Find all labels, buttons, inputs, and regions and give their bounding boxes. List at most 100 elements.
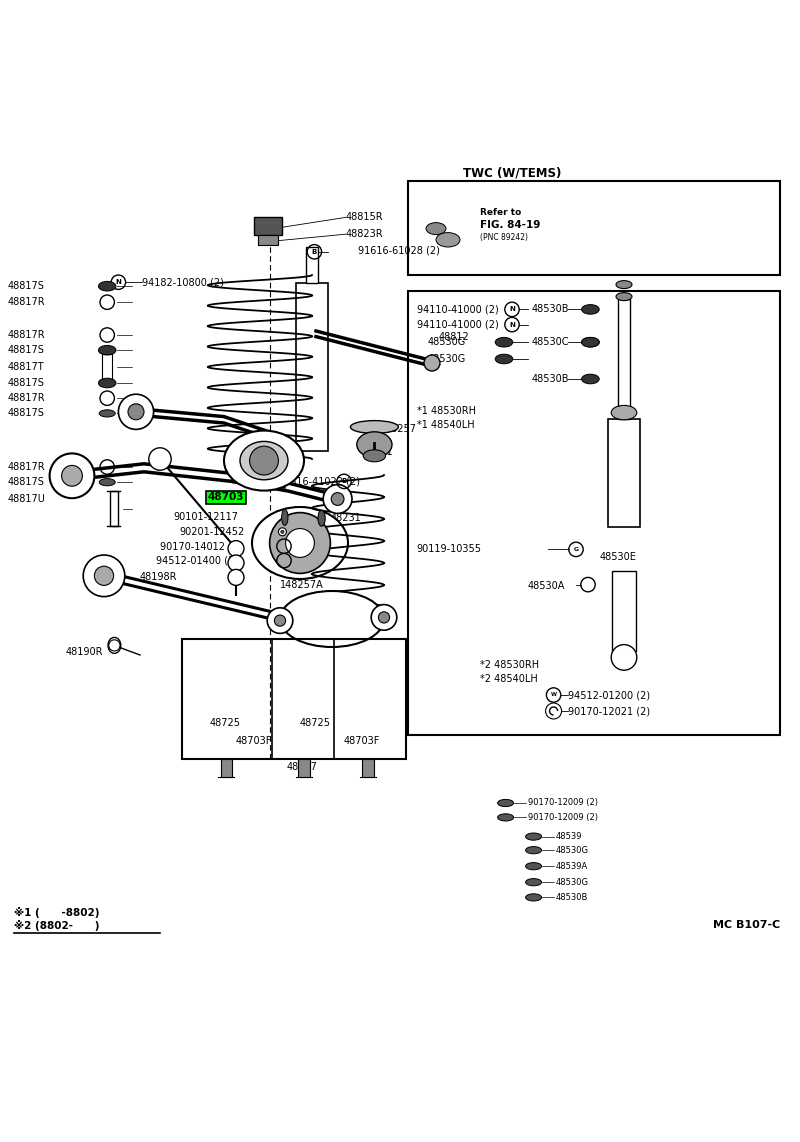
Ellipse shape	[108, 637, 121, 653]
Ellipse shape	[582, 375, 599, 384]
Circle shape	[250, 447, 278, 475]
Text: 48707: 48707	[286, 762, 318, 772]
Text: 90170-12021 (2): 90170-12021 (2)	[568, 706, 650, 716]
Text: 48817R: 48817R	[8, 297, 46, 307]
Ellipse shape	[495, 337, 513, 347]
Text: N: N	[509, 306, 515, 313]
Text: G: G	[574, 547, 578, 552]
Text: MC B107-C: MC B107-C	[713, 920, 780, 931]
Circle shape	[611, 644, 637, 670]
Text: 90170-12009 (2): 90170-12009 (2)	[528, 798, 598, 807]
Bar	[254, 217, 282, 235]
Text: 48703: 48703	[208, 492, 245, 502]
Text: 48530A: 48530A	[528, 581, 566, 592]
Text: 90170-14012 (2): 90170-14012 (2)	[160, 541, 242, 552]
Text: 48231: 48231	[330, 513, 361, 523]
Text: 48530B: 48530B	[556, 893, 588, 902]
Ellipse shape	[616, 281, 632, 289]
Ellipse shape	[99, 410, 115, 417]
Ellipse shape	[282, 509, 288, 525]
Ellipse shape	[611, 405, 637, 420]
Text: 48539: 48539	[556, 833, 582, 842]
Ellipse shape	[240, 442, 288, 480]
Text: B: B	[342, 478, 346, 484]
Ellipse shape	[98, 345, 116, 355]
Text: B: B	[312, 249, 317, 255]
Ellipse shape	[526, 862, 542, 870]
Text: Refer to: Refer to	[480, 208, 522, 217]
Ellipse shape	[526, 894, 542, 901]
Ellipse shape	[357, 432, 392, 458]
Bar	[618, 299, 630, 419]
Text: ※1 (      -8802): ※1 ( -8802)	[14, 907, 100, 918]
Text: *1 48530RH: *1 48530RH	[417, 407, 476, 416]
Bar	[298, 759, 310, 777]
Ellipse shape	[495, 354, 513, 364]
Circle shape	[267, 608, 293, 634]
Text: 48539A: 48539A	[556, 862, 588, 870]
Bar	[612, 571, 636, 651]
Text: 48530G: 48530G	[428, 354, 466, 364]
Text: 94110-41000 (2): 94110-41000 (2)	[417, 305, 498, 314]
Ellipse shape	[526, 878, 542, 886]
Ellipse shape	[280, 592, 384, 648]
Text: 48530G: 48530G	[428, 337, 466, 347]
Ellipse shape	[582, 337, 599, 347]
Text: 48725: 48725	[300, 718, 331, 727]
Text: *2 48530RH: *2 48530RH	[480, 660, 539, 669]
Ellipse shape	[582, 337, 599, 347]
Text: 48341: 48341	[362, 447, 393, 457]
Text: 48812: 48812	[438, 331, 469, 341]
Bar	[110, 491, 118, 526]
Text: 90201-12452: 90201-12452	[179, 526, 245, 537]
Text: 48817S: 48817S	[8, 378, 45, 388]
Circle shape	[109, 640, 120, 651]
Ellipse shape	[436, 233, 460, 247]
Ellipse shape	[278, 528, 286, 536]
Bar	[221, 759, 232, 777]
Text: 48530B: 48530B	[532, 305, 570, 314]
Text: 48257: 48257	[386, 425, 417, 434]
Text: 48530G: 48530G	[556, 878, 589, 886]
Text: 48703F: 48703F	[236, 737, 272, 747]
Circle shape	[274, 616, 286, 626]
Circle shape	[286, 529, 314, 557]
Circle shape	[323, 484, 352, 514]
Text: 90119-10355: 90119-10355	[417, 545, 482, 554]
Ellipse shape	[98, 378, 116, 388]
Text: 48817S: 48817S	[8, 345, 45, 355]
Text: 48703F: 48703F	[344, 737, 380, 747]
Text: 48815R: 48815R	[346, 212, 383, 223]
Bar	[408, 180, 780, 275]
Text: 90101-12117: 90101-12117	[174, 513, 238, 522]
Circle shape	[378, 612, 390, 624]
Ellipse shape	[318, 510, 326, 526]
Text: W: W	[281, 558, 287, 563]
Circle shape	[118, 394, 154, 429]
Ellipse shape	[498, 799, 514, 806]
Circle shape	[371, 604, 397, 630]
Circle shape	[83, 555, 125, 596]
Text: 90170-12009 (2): 90170-12009 (2)	[528, 813, 598, 822]
Bar	[258, 235, 278, 246]
Text: 94512-01400 (2): 94512-01400 (2)	[156, 556, 238, 565]
Circle shape	[94, 566, 114, 586]
Text: 48190R: 48190R	[66, 646, 103, 657]
Circle shape	[424, 355, 440, 371]
Text: FIG. 84-19: FIG. 84-19	[480, 220, 540, 231]
Text: 91616-41022 (2): 91616-41022 (2)	[278, 476, 360, 486]
Ellipse shape	[363, 450, 386, 461]
Ellipse shape	[498, 814, 514, 821]
Circle shape	[546, 703, 562, 719]
Bar	[182, 640, 406, 759]
Text: 48817S: 48817S	[8, 281, 45, 291]
Text: 48817R: 48817R	[8, 330, 46, 340]
Circle shape	[331, 492, 344, 506]
Text: N: N	[115, 279, 122, 286]
Text: 48823R: 48823R	[346, 230, 383, 239]
Text: 91616-61028 (2): 91616-61028 (2)	[358, 246, 440, 256]
Ellipse shape	[582, 305, 599, 314]
Text: 48530G: 48530G	[556, 846, 589, 854]
Circle shape	[270, 513, 330, 573]
Bar	[306, 247, 318, 283]
